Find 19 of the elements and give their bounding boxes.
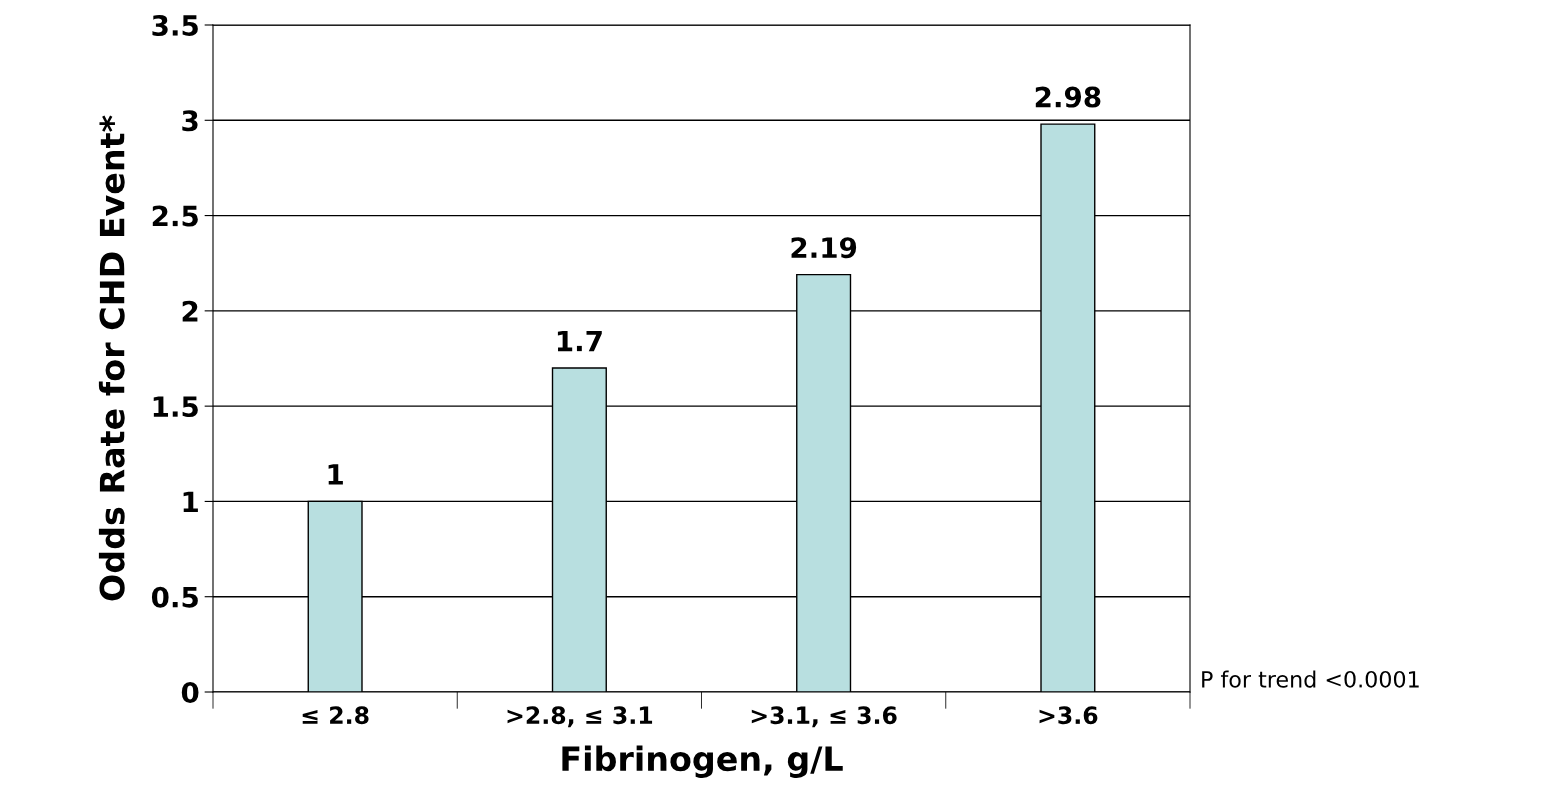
y-axis-title: Odds Rate for CHD Event*: [98, 115, 125, 601]
x-tick-label: ≤ 2.8: [302, 706, 369, 725]
x-tick-label: >3.1, ≤ 3.6: [751, 706, 897, 728]
data-label: 2.19: [791, 237, 857, 259]
y-tick-label: 1.5: [153, 396, 198, 418]
data-label: 1: [328, 464, 343, 485]
text: P for trend <0.0001: [1202, 670, 1419, 688]
x-tick-label: >3.6: [1039, 706, 1098, 725]
x-tick-label: >2.8, ≤ 3.1: [507, 706, 653, 728]
y-tick-label: 3: [182, 110, 198, 132]
data-label: 1.7: [557, 330, 602, 352]
x-axis-title: Fibrinogen, g/L: [562, 745, 843, 778]
y-tick-label: 0: [181, 681, 199, 703]
y-tick-label: 2.5: [152, 205, 198, 227]
y-tick-label: 3.5: [152, 14, 198, 36]
y-tick-label: 2: [182, 300, 198, 322]
y-tick-label: 1: [183, 491, 198, 512]
data-label: 2.98: [1035, 86, 1101, 108]
y-tick-label: 0.5: [151, 586, 198, 608]
